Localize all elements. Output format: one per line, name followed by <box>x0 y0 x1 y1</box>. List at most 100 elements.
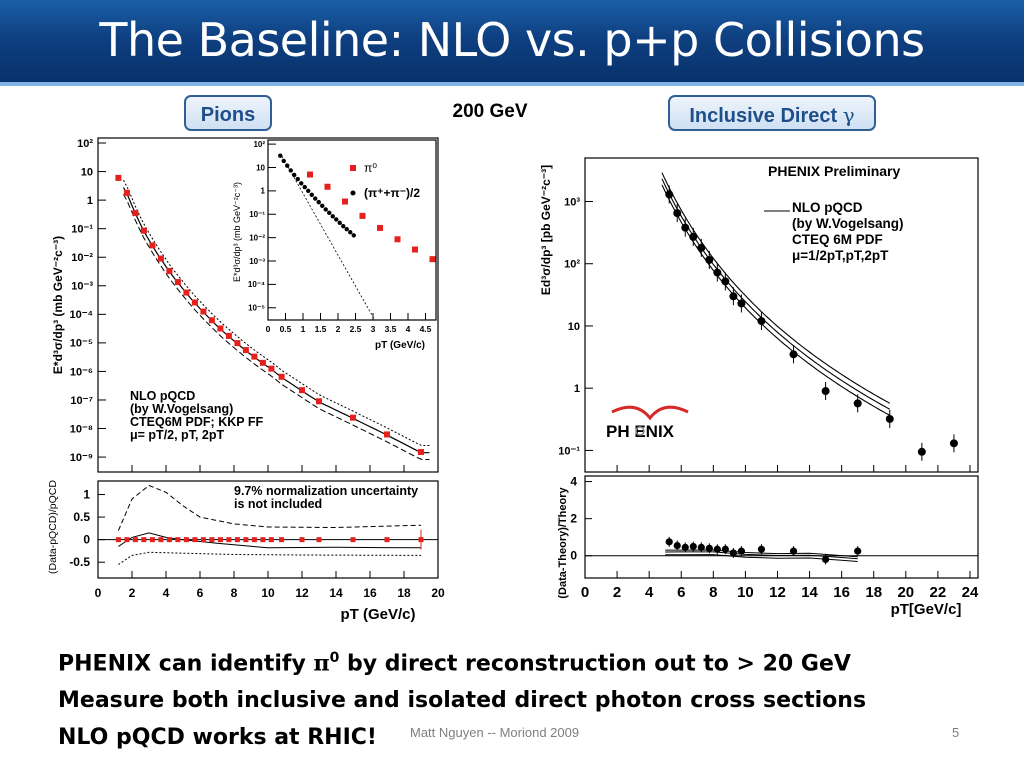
photon-data-point <box>757 317 766 326</box>
charts-canvas: 10²10110⁻¹10⁻²10⁻³10⁻⁴10⁻⁵10⁻⁶10⁻⁷10⁻⁸10… <box>47 137 979 623</box>
pion-spectrum-ytick-label: 10² <box>77 138 93 150</box>
photon-data-point <box>821 387 830 396</box>
pion-ratio-ylabel: (Data-pQCD)/pQCD <box>47 480 59 574</box>
photon-ratio-xtick-label: 14 <box>801 584 818 601</box>
pion-ratio-annotation: is not included <box>234 497 322 511</box>
inset-neutral-pion-point <box>412 246 418 253</box>
photon-data-point <box>917 447 926 456</box>
photon-spectrum-ytick-label: 10² <box>564 259 580 271</box>
pion-data-point <box>208 317 215 324</box>
photon-ratio-ytick-label: 4 <box>570 475 577 489</box>
photon-ratio-xtick-label: 12 <box>769 584 786 601</box>
pion-ratio-central-band <box>118 532 422 549</box>
photon-data-point <box>689 232 698 241</box>
energy-label: 200 GeV <box>452 101 528 122</box>
inset-neutral-pion-point <box>429 256 436 263</box>
inclusive-direct-photon-tag: Inclusive Direct γ <box>668 95 876 131</box>
inset-neutral-pion-point <box>307 171 313 178</box>
pion-data-point <box>242 347 249 354</box>
pion-ratio-upper-band <box>117 484 422 531</box>
photon-ratio-xtick-label: 24 <box>962 584 979 601</box>
inset-neutral-pion-point <box>394 236 401 243</box>
photon-ratio-xtick-label: 18 <box>865 584 882 601</box>
pion-nlo-legend-line: NLO pQCD <box>130 389 195 403</box>
inset-neutral-pion-point <box>324 183 331 190</box>
pion-spectrum-ylabel: E*d³σ/dp³ (mb GeV⁻²c⁻³) <box>51 236 65 374</box>
footer-text: Matt Nguyen -- Moriond 2009 <box>410 725 580 740</box>
pion-ratio-point <box>234 537 240 543</box>
pion-inset-xtick-label: 2.5 <box>350 324 362 334</box>
photon-ratio-xlabel: pT[GeV/c] <box>891 601 962 618</box>
pion-ratio-xtick-label: 6 <box>197 586 204 600</box>
inset-neutral-pion-point <box>359 212 366 219</box>
photon-ratio-frame <box>584 475 979 579</box>
photon-ratio-ytick-label: 0 <box>570 549 577 563</box>
inset-extrapolation-line <box>281 156 376 321</box>
inset-charged-pion-point <box>323 207 328 212</box>
inset-ylabel: E*d³σ/dp³ (mb GeV⁻²c⁻³) <box>232 182 242 282</box>
bullet-list: PHENIX can identify π0 by direct reconst… <box>58 640 866 756</box>
photon-data-point <box>949 439 958 448</box>
pion-inset-ytick-label: 1 <box>261 187 266 196</box>
pion-ratio-ytick-label: 0.5 <box>73 510 90 524</box>
photon-ratio-xtick-label: 4 <box>645 584 654 601</box>
inset-neutral-pion-point <box>342 198 348 205</box>
pion-data-point <box>268 365 275 372</box>
photon-ratio-point <box>713 545 721 553</box>
pion-ratio-xtick-label: 8 <box>231 586 238 600</box>
photon-spectrum-ytick-label: 10⁻¹ <box>558 445 580 457</box>
pion-ratio-point <box>192 537 198 543</box>
pion-ratio-point <box>132 537 138 543</box>
pion-inset-xtick-label: 1.5 <box>315 324 327 334</box>
pion-ratio-point <box>279 537 285 543</box>
photon-nlo-legend-line: NLO pQCD <box>792 200 863 215</box>
pion-ratio-point <box>243 537 249 543</box>
pion-nlo-legend-line: μ= pT/2, pT, 2pT <box>130 428 224 442</box>
photon-ratio-point <box>665 538 673 546</box>
inset-charged-pion-point <box>302 184 307 190</box>
inset-charged-pion-point <box>348 230 353 235</box>
pion-inset-ytick-label: 10⁻¹ <box>249 210 265 219</box>
photon-data-point <box>729 292 738 301</box>
inset-charged-pion-point <box>337 220 342 226</box>
photon-nlo-legend-line: μ=1/2pT,pT,2pT <box>792 248 889 263</box>
pion-data-point <box>217 325 224 332</box>
inset-neutral-pion-point <box>377 224 383 231</box>
pion-data-point <box>183 289 190 296</box>
photon-ratio-xtick-label: 0 <box>581 584 589 601</box>
photon-spectrum-ylabel: Ed³σ/dp³ [pb GeV⁻²c⁻³] <box>539 165 553 295</box>
pion-ratio-point <box>260 537 266 543</box>
pion-inset-ytick-label: 10⁻² <box>249 233 265 242</box>
pion-inset-ytick-label: 10 <box>256 163 265 172</box>
pion-data-point <box>174 279 181 286</box>
pion-nlo-central-curve <box>122 187 430 454</box>
photon-ratio-point <box>789 547 798 555</box>
inset-charged-pion-point <box>320 203 325 208</box>
inset-charged-pion-point <box>316 199 321 205</box>
photon-nlo-legend-line: CTEQ 6M PDF <box>792 232 883 247</box>
pion-spectrum-ytick-label: 10⁻⁷ <box>70 395 93 407</box>
inset-charged-pion-point <box>309 192 314 197</box>
photon-ratio-xtick-label: 2 <box>613 584 621 601</box>
pion-spectrum-ytick-label: 10⁻⁵ <box>70 338 93 350</box>
photon-ratio-theory-band <box>665 554 858 562</box>
pion-ratio-point <box>217 537 223 543</box>
photon-data-point <box>697 243 706 252</box>
inset-charged-pion-point <box>278 153 283 158</box>
pion-data-point <box>123 189 130 196</box>
photon-ratio-ytick-label: 2 <box>570 512 577 526</box>
photon-ratio-point <box>705 544 713 552</box>
pions-tag: Pions <box>184 95 272 131</box>
pion-ratio-xlabel: pT (GeV/c) <box>340 606 415 623</box>
bullet-1: PHENIX can identify π0 by direct reconst… <box>58 650 851 677</box>
photon-data-point <box>705 255 714 264</box>
photon-spectrum-ytick-label: 10 <box>568 321 580 333</box>
photon-nlo-upper-curve <box>661 172 891 404</box>
photon-data-point <box>713 268 722 277</box>
pion-inset-xtick-label: 3 <box>371 324 376 334</box>
photon-ratio-xtick-label: 6 <box>677 584 685 601</box>
inset-charged-pion-point <box>299 181 304 186</box>
pion-data-point <box>350 414 356 421</box>
phenix-logo-text: PH ENIX <box>606 422 675 441</box>
pion-ratio-point <box>350 537 356 543</box>
